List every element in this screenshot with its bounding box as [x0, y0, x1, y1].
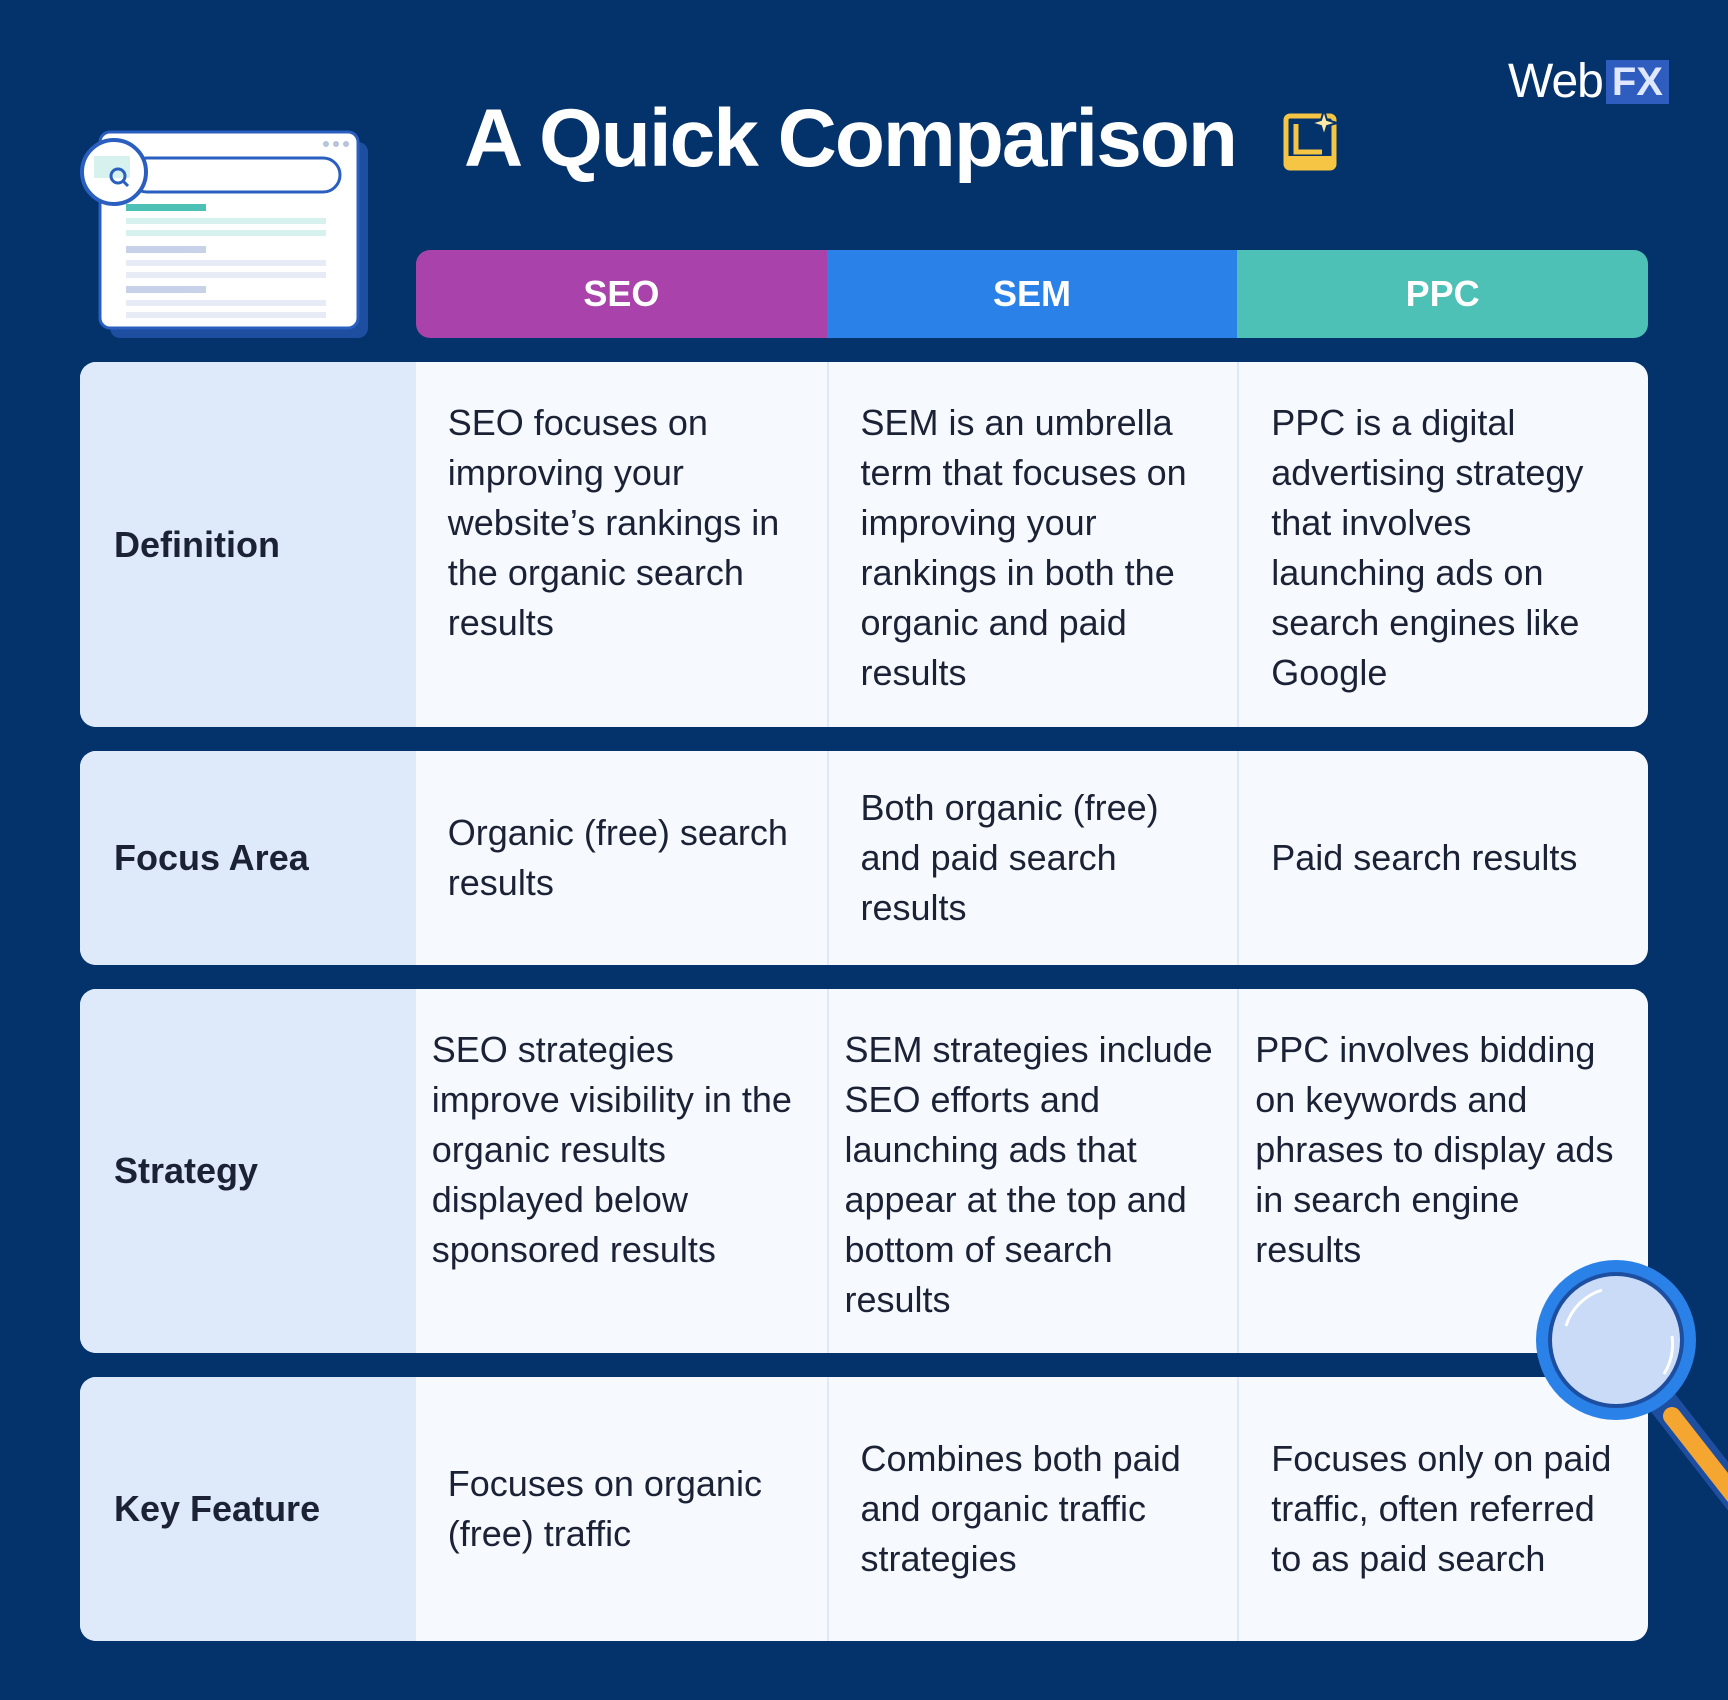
page-title: A Quick Comparison — [464, 93, 1238, 184]
row-label: Focus Area — [80, 751, 416, 965]
cell-seo: SEO strategies improve visibility in the… — [431, 1029, 792, 1270]
cell-seo: Organic (free) search results — [447, 812, 788, 903]
browser-window-icon — [80, 130, 368, 338]
column-header-ppc: PPC — [1237, 250, 1648, 338]
sparkle-chart-icon — [1283, 108, 1341, 171]
column-headers: SEO SEM PPC — [416, 250, 1648, 338]
row-definition: Definition SEO focuses on improving your… — [80, 362, 1648, 727]
logo-mark: FX — [1605, 59, 1669, 104]
cell-sem: SEM is an umbrella term that focuses on … — [826, 362, 1238, 727]
search-icon — [80, 138, 148, 206]
row-focus-area: Focus Area Organic (free) search results… — [80, 751, 1648, 965]
cell-sem: Combines both paid and organic traffic s… — [826, 1377, 1238, 1641]
cell-sem: Both organic (free) and paid search resu… — [826, 751, 1238, 965]
cell-ppc: PPC is a digital advertising strategy th… — [1237, 362, 1648, 727]
cell-ppc: Focuses only on paid traffic, often refe… — [1237, 1377, 1648, 1641]
cell-sem: SEM strategies include SEO efforts and l… — [826, 989, 1238, 1353]
row-label: Key Feature — [80, 1377, 416, 1641]
column-header-sem: SEM — [826, 250, 1238, 338]
webfx-logo: Web FX — [1508, 54, 1669, 109]
cell-seo: SEO focuses on improving your website’s … — [447, 402, 780, 643]
cell-ppc: PPC involves bidding on keywords and phr… — [1237, 989, 1648, 1353]
cell-ppc: Paid search results — [1237, 751, 1648, 965]
cell-seo: Focuses on organic (free) traffic — [447, 1463, 762, 1554]
logo-word: Web — [1508, 55, 1604, 108]
row-label: Definition — [80, 362, 416, 727]
row-label: Strategy — [80, 989, 416, 1353]
column-header-seo: SEO — [416, 250, 827, 338]
row-key-feature: Key Feature Focuses on organic (free) tr… — [80, 1377, 1648, 1641]
magnifying-glass-icon — [1536, 1260, 1728, 1511]
row-strategy: Strategy SEO strategies improve visibili… — [80, 989, 1648, 1353]
